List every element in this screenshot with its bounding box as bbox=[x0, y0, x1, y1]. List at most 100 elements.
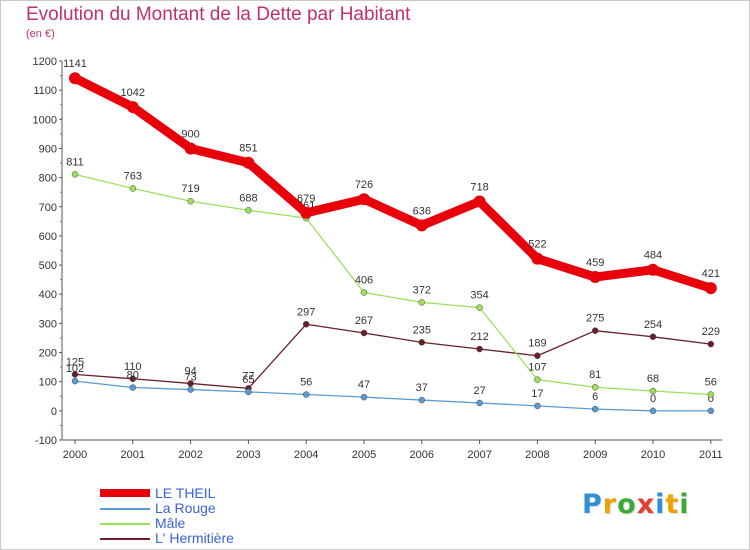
data-label: 189 bbox=[528, 338, 546, 350]
y-tick-label: 400 bbox=[39, 289, 57, 301]
x-tick-label: 2004 bbox=[294, 449, 318, 461]
data-label: 27 bbox=[473, 385, 485, 397]
data-label: 102 bbox=[66, 363, 84, 375]
data-label: 522 bbox=[528, 239, 546, 251]
y-tick-label: 100 bbox=[39, 377, 57, 389]
data-point bbox=[531, 252, 544, 265]
logo-letter: x bbox=[636, 489, 656, 520]
x-tick-label: 2009 bbox=[583, 449, 607, 461]
data-label: 421 bbox=[702, 268, 720, 280]
logo-letter: o bbox=[617, 489, 637, 520]
legend-label-la-rouge: La Rouge bbox=[155, 500, 216, 516]
data-point bbox=[300, 206, 313, 219]
data-point bbox=[360, 393, 368, 401]
data-label: 484 bbox=[644, 250, 662, 262]
data-point bbox=[69, 72, 81, 85]
data-label: 719 bbox=[181, 183, 199, 195]
legend-label-male: Mâle bbox=[155, 515, 186, 531]
data-point bbox=[649, 407, 657, 415]
data-label: 77 bbox=[242, 370, 254, 382]
legend: LE THEIL La Rouge Mâle L' Hermitière bbox=[100, 485, 320, 546]
data-point bbox=[647, 263, 659, 276]
data-label: 679 bbox=[297, 193, 315, 205]
y-tick-label: 1000 bbox=[33, 114, 57, 126]
data-point bbox=[187, 197, 194, 205]
series-line bbox=[70, 73, 716, 293]
legend-swatch-le-theil bbox=[100, 489, 150, 497]
x-tick-label: 2000 bbox=[63, 449, 87, 461]
data-label: 372 bbox=[413, 284, 431, 296]
legend-swatch-hermitiere bbox=[100, 538, 150, 540]
x-tick-label: 2003 bbox=[236, 449, 260, 461]
x-tick-label: 2005 bbox=[352, 449, 376, 461]
data-point bbox=[129, 375, 137, 383]
data-point bbox=[591, 383, 599, 391]
data-label: 254 bbox=[644, 319, 662, 331]
data-point bbox=[126, 101, 139, 114]
data-label: 0 bbox=[650, 393, 656, 405]
data-label: 80 bbox=[127, 370, 139, 382]
y-tick-label: 500 bbox=[39, 260, 57, 272]
data-label: 851 bbox=[239, 143, 257, 155]
data-point bbox=[418, 396, 426, 404]
y-tick-label: 800 bbox=[39, 173, 57, 185]
data-point bbox=[476, 345, 483, 353]
logo-letter: t bbox=[665, 489, 680, 520]
data-point bbox=[187, 386, 194, 393]
proxiti-logo: Proxiti bbox=[582, 489, 690, 520]
data-label: 229 bbox=[702, 326, 720, 338]
data-label: 37 bbox=[416, 382, 428, 394]
data-point bbox=[415, 219, 428, 232]
data-label: 763 bbox=[124, 170, 142, 182]
data-point bbox=[476, 304, 483, 311]
legend-item-hermitiere: L' Hermitière bbox=[100, 530, 320, 546]
y-tick-label: -100 bbox=[35, 435, 57, 447]
series-line bbox=[74, 173, 712, 396]
data-label: 6 bbox=[592, 391, 598, 403]
data-label: 1042 bbox=[121, 87, 145, 99]
data-point bbox=[302, 321, 310, 328]
data-point bbox=[245, 207, 252, 214]
data-point bbox=[360, 289, 368, 296]
logo-letter: r bbox=[602, 489, 618, 520]
legend-label-le-theil: LE THEIL bbox=[155, 485, 216, 501]
data-label: 212 bbox=[470, 331, 488, 343]
data-label: 718 bbox=[470, 182, 488, 194]
logo-letter: P bbox=[582, 489, 603, 520]
data-label: 81 bbox=[589, 369, 601, 381]
data-label: 56 bbox=[300, 377, 312, 389]
data-point bbox=[129, 185, 137, 192]
data-label: 267 bbox=[355, 315, 373, 327]
x-tick-label: 2002 bbox=[178, 449, 202, 461]
data-label: 900 bbox=[181, 128, 199, 140]
logo-letter: i bbox=[679, 489, 690, 520]
y-tick-label: 600 bbox=[39, 231, 57, 243]
x-tick-label: 2011 bbox=[699, 449, 723, 461]
chart-unit-label: (en €) bbox=[26, 28, 55, 40]
data-label: 56 bbox=[705, 377, 717, 389]
data-point bbox=[418, 299, 426, 306]
legend-swatch-male bbox=[100, 523, 150, 525]
data-label: 459 bbox=[586, 257, 604, 269]
data-point bbox=[707, 391, 715, 398]
data-label: 811 bbox=[66, 156, 84, 168]
logo-letter: i bbox=[655, 489, 666, 520]
data-point bbox=[591, 405, 599, 413]
data-point bbox=[476, 399, 483, 407]
x-tick-label: 2006 bbox=[410, 449, 434, 461]
legend-item-le-theil: LE THEIL bbox=[100, 485, 320, 501]
data-point bbox=[534, 352, 541, 359]
data-label: 275 bbox=[586, 313, 604, 325]
data-label: 406 bbox=[355, 274, 373, 286]
data-label: 110 bbox=[124, 361, 142, 373]
y-tick-label: 300 bbox=[39, 318, 57, 330]
data-point bbox=[534, 376, 541, 383]
data-label: 1141 bbox=[63, 58, 87, 70]
data-point bbox=[534, 402, 541, 410]
legend-swatch-la-rouge bbox=[100, 508, 150, 510]
y-tick-label: 0 bbox=[51, 406, 57, 418]
y-tick-label: 200 bbox=[39, 348, 57, 360]
data-point bbox=[591, 327, 599, 334]
legend-label-hermitiere: L' Hermitière bbox=[155, 530, 234, 546]
